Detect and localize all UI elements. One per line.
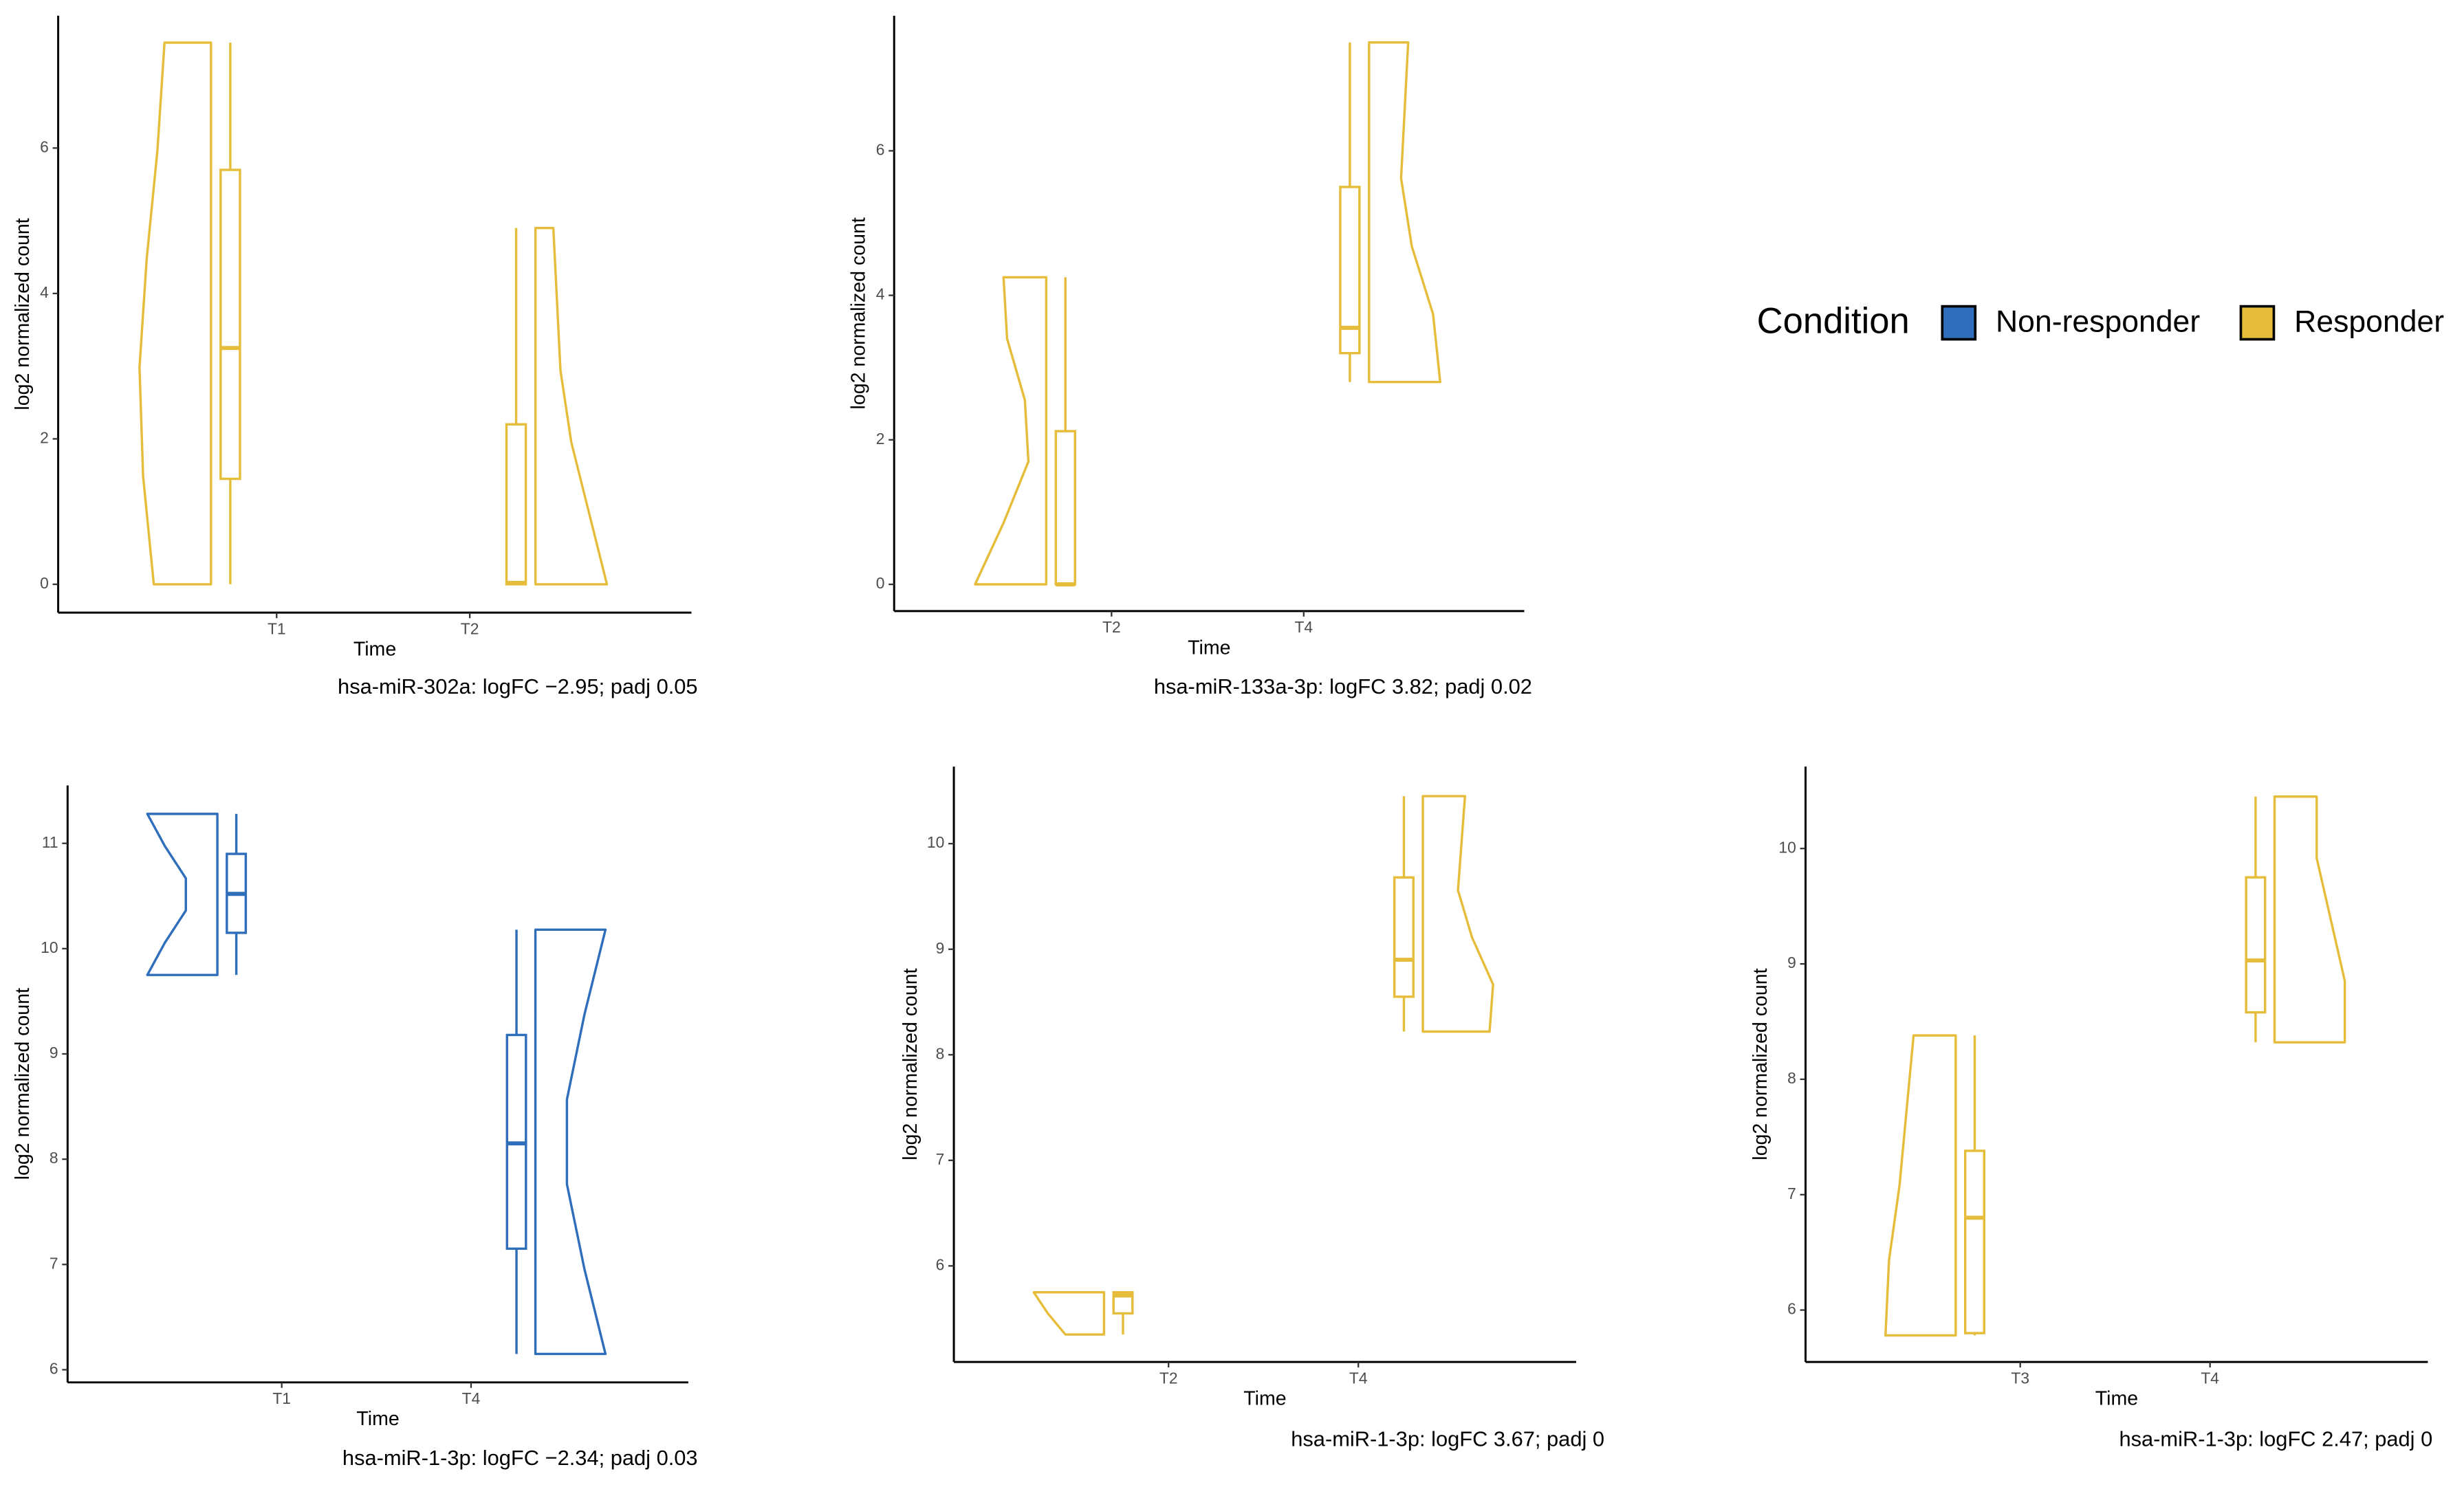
box [2245,876,2267,1014]
legend-swatch [1941,305,1977,341]
violin [2273,795,2346,1044]
violin [1884,1034,1957,1337]
legend-swatch [2239,305,2276,341]
y-tick-label: 6 [50,1359,58,1377]
violin [974,276,1048,586]
caption: hsa-miR-1-3p: logFC −2.34; padj 0.03 [342,1446,698,1470]
y-tick-label: 8 [50,1149,58,1167]
y-tick-label: 2 [40,428,49,446]
y-tick-label: 6 [1787,1300,1796,1318]
caption: hsa-miR-1-3p: logFC 3.67; padj 0 [1291,1427,1604,1451]
legend: Condition Non-responder Responder [1757,301,2445,342]
panel: 0 2 4 6 T1 T2 Time log2 normalized count hsa-miR… [12,15,698,698]
y-tick-label: 7 [936,1150,945,1168]
y-axis-label: log2 normalized count [900,968,922,1160]
y-tick-label: 10 [1778,838,1796,856]
box [1339,186,1361,355]
legend-title: Condition [1757,301,1910,342]
caption: hsa-miR-133a-3p: logFC 3.82; padj 0.02 [1154,674,1532,698]
box [1963,1149,1985,1334]
y-tick-label: 0 [876,574,885,592]
violin [146,813,219,976]
x-tick-label: T2 [1159,1369,1178,1387]
x-axis-label: Time [1188,637,1230,659]
y-tick-label: 7 [1787,1185,1796,1202]
x-axis-label: Time [1243,1387,1286,1409]
x-tick-label: T3 [2011,1369,2029,1387]
x-axis-label: Time [356,1408,399,1430]
x-tick-label: T2 [1102,618,1121,636]
panel: 6 7 8 9 10 11 T1 T4 Time log2 normalized count hsa… [12,785,698,1470]
y-tick-label: 8 [1787,1069,1796,1087]
violin [138,41,212,586]
y-tick-label: 6 [40,137,49,155]
y-tick-label: 4 [40,283,49,301]
panel: 6 7 8 9 10 T3 T4 Time log2 normalized count hsa-m… [1749,767,2432,1451]
y-axis-label: log2 normalized count [12,218,34,410]
y-tick-label: 6 [936,1255,945,1273]
y-tick-label: 8 [936,1044,945,1062]
y-axis-label: log2 normalized count [847,217,869,409]
x-axis-label: Time [2095,1387,2138,1409]
caption: hsa-miR-1-3p: logFC 2.47; padj 0 [2119,1427,2432,1451]
violin [1421,795,1494,1033]
box [1054,430,1076,586]
y-tick-label: 6 [876,140,885,158]
y-tick-label: 10 [927,833,944,851]
violin [534,226,609,586]
legend-label: Responder [2294,305,2444,338]
x-tick-label: T4 [1294,618,1313,636]
x-tick-label: T4 [2201,1369,2219,1387]
y-tick-label: 4 [876,285,885,303]
box [1393,876,1415,998]
x-tick-label: T4 [1349,1369,1368,1387]
x-tick-label: T2 [461,619,479,637]
x-axis-label: Time [353,639,396,661]
violin [1368,41,1441,384]
y-tick-label: 0 [40,574,49,592]
y-tick-label: 2 [876,430,885,448]
y-axis-label: log2 normalized count [12,988,34,1180]
y-tick-label: 9 [936,939,945,957]
x-tick-label: T4 [462,1389,481,1407]
y-tick-label: 9 [1787,954,1796,971]
caption: hsa-miR-302a: logFC −2.95; padj 0.05 [338,674,698,698]
y-tick-label: 11 [42,833,58,851]
violin [1032,1291,1106,1336]
y-axis-label: log2 normalized count [1749,968,1771,1160]
violin [534,928,607,1356]
y-tick-label: 7 [50,1254,58,1272]
panel: 6 7 8 9 10 T2 T4 Time log2 normalized count hsa-m… [900,767,1604,1451]
box [219,168,241,481]
y-tick-label: 9 [50,1044,58,1061]
box [505,423,527,586]
x-tick-label: T1 [268,619,286,637]
y-tick-label: 10 [41,938,58,956]
panel: 0 2 4 6 T2 T4 Time log2 normalized count hsa-miR… [847,15,1532,698]
x-tick-label: T1 [272,1389,291,1407]
legend-label: Non-responder [1996,305,2200,338]
